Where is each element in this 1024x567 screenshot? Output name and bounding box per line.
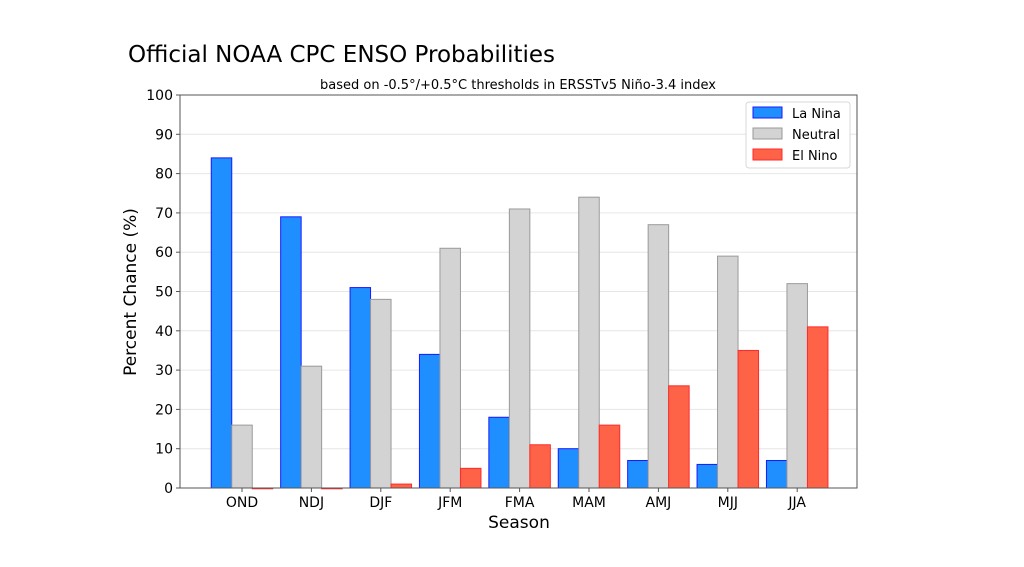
- bar-neutral-djf: [370, 298, 392, 489]
- x-tick-label: MAM: [572, 495, 606, 511]
- bar-el-nino-fma: [529, 444, 551, 489]
- bar-la-nina-amj: [627, 459, 649, 489]
- y-axis-label: Percent Chance (%): [121, 208, 141, 376]
- y-tick-label: 90: [155, 127, 173, 143]
- chart-title: Official NOAA CPC ENSO Probabilities: [128, 42, 555, 68]
- bar-la-nina-ndj: [280, 216, 302, 489]
- x-tick-label: OND: [226, 495, 258, 511]
- x-tick-label: FMA: [505, 495, 535, 511]
- legend-label: El Nino: [792, 149, 838, 164]
- bar-la-nina-jja: [765, 459, 788, 489]
- legend-label: Neutral: [792, 128, 840, 143]
- y-tick-label: 20: [155, 402, 173, 418]
- bar-neutral-amj: [647, 224, 670, 489]
- bar-el-nino-jja: [806, 326, 829, 489]
- x-tick-label: DJF: [369, 495, 392, 511]
- bar-la-nina-ond: [210, 157, 233, 489]
- bar-la-nina-jfm: [418, 353, 441, 489]
- bars: [210, 157, 829, 490]
- x-axis: OND NDJ DJF JFM FMA MAM AMJ MJJ JJA: [226, 488, 806, 511]
- y-tick-label: 50: [155, 285, 173, 301]
- legend-label: La Nina: [792, 107, 841, 122]
- bar-el-nino-mjj: [737, 349, 760, 489]
- x-tick-label: NDJ: [299, 495, 324, 511]
- y-tick-label: 30: [155, 363, 173, 379]
- y-tick-label: 0: [164, 481, 173, 497]
- bar-el-nino-amj: [668, 385, 690, 489]
- x-axis-label: Season: [488, 513, 550, 533]
- y-tick-label: 10: [155, 442, 173, 458]
- bar-el-nino-mam: [598, 424, 621, 489]
- x-tick-label: JFM: [437, 495, 462, 511]
- bar-neutral-mam: [578, 196, 600, 489]
- bar-la-nina-djf: [349, 287, 372, 489]
- y-tick-label: 70: [155, 206, 173, 222]
- legend-swatch: [752, 106, 783, 119]
- y-tick-label: 60: [155, 245, 173, 261]
- y-tick-label: 80: [155, 167, 173, 183]
- x-tick-label: JJA: [787, 495, 806, 511]
- y-tick-label: 40: [155, 324, 173, 340]
- bar-la-nina-mam: [557, 448, 580, 489]
- bar-neutral-mjj: [717, 255, 739, 489]
- bar-neutral-jfm: [439, 247, 461, 489]
- bar-el-nino-jfm: [459, 467, 482, 489]
- bar-la-nina-fma: [488, 416, 510, 489]
- legend: La Nina Neutral El Nino: [745, 101, 851, 169]
- bar-neutral-ndj: [300, 365, 323, 489]
- bar-el-nino-djf: [390, 483, 413, 489]
- bar-neutral-jja: [786, 283, 808, 489]
- x-tick-label: AMJ: [646, 495, 672, 511]
- bar-neutral-ond: [231, 424, 253, 489]
- x-tick-label: MJJ: [718, 495, 738, 511]
- legend-swatch: [752, 127, 783, 140]
- y-axis: 0 10 20 30 40 50 60 70 80 90 100: [146, 88, 180, 497]
- chart-subtitle: based on -0.5°/+0.5°C thresholds in ERSS…: [320, 78, 716, 93]
- bar-neutral-fma: [508, 208, 531, 489]
- legend-swatch: [752, 148, 783, 161]
- bar-la-nina-mjj: [696, 463, 719, 489]
- y-tick-label: 100: [146, 88, 173, 104]
